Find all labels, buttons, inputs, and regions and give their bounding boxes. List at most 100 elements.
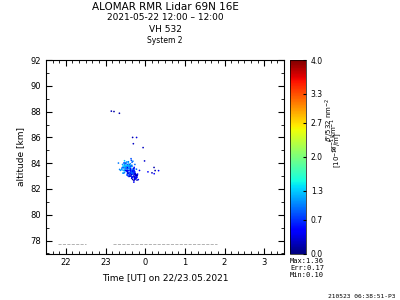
Point <box>124 169 130 174</box>
Point <box>128 176 135 181</box>
Point <box>126 174 133 179</box>
Point <box>128 172 134 177</box>
Point <box>122 160 128 165</box>
Point <box>128 164 134 169</box>
Text: $\beta$'/532 nm$^{-2}$: $\beta$'/532 nm$^{-2}$ <box>324 98 336 142</box>
Point <box>125 173 131 178</box>
X-axis label: Time [UT] on 22/23.05.2021: Time [UT] on 22/23.05.2021 <box>102 273 228 282</box>
Point <box>123 160 130 164</box>
Point <box>134 172 141 176</box>
Point <box>124 165 131 170</box>
Point <box>122 161 128 166</box>
Point <box>132 171 138 176</box>
Point <box>131 176 138 181</box>
Point <box>130 170 136 175</box>
Point <box>131 171 137 176</box>
Point <box>155 168 162 173</box>
Point <box>134 173 140 178</box>
Point <box>132 176 138 181</box>
Point <box>121 170 128 175</box>
Point <box>116 167 123 172</box>
Point <box>128 168 134 172</box>
Point <box>119 167 125 171</box>
Point <box>126 170 133 175</box>
Point <box>121 164 128 169</box>
Point <box>124 172 130 177</box>
Point <box>127 164 133 169</box>
Point <box>130 177 136 182</box>
Point <box>129 170 136 175</box>
Point <box>126 172 132 177</box>
Point <box>127 167 134 172</box>
Point <box>130 174 137 178</box>
Point <box>129 172 135 176</box>
Point <box>126 163 132 168</box>
Text: Max:1.36
Err:0.17
Min:0.10: Max:1.36 Err:0.17 Min:0.10 <box>290 258 324 278</box>
Point <box>131 178 137 183</box>
Point <box>124 172 130 176</box>
Point <box>134 178 140 182</box>
Point <box>129 169 136 173</box>
Text: sr$^{-1}$km$^{-1}$: sr$^{-1}$km$^{-1}$ <box>329 118 340 152</box>
Point <box>141 158 148 163</box>
Point <box>125 164 131 169</box>
Point <box>151 171 157 176</box>
Point <box>130 141 136 146</box>
Point <box>125 160 132 164</box>
Point <box>124 166 130 170</box>
Point <box>128 172 135 176</box>
Point <box>125 160 132 165</box>
Point <box>128 169 134 174</box>
Point <box>128 170 134 175</box>
Point <box>126 167 132 171</box>
Point <box>132 176 138 181</box>
Point <box>133 175 140 180</box>
Point <box>120 165 126 170</box>
Point <box>126 171 133 176</box>
Point <box>117 168 124 173</box>
Point <box>130 168 137 173</box>
Point <box>134 175 140 180</box>
Point <box>122 164 128 168</box>
Point <box>122 164 128 169</box>
Point <box>131 168 138 173</box>
Text: System 2: System 2 <box>147 36 183 45</box>
Point <box>132 169 138 174</box>
Point <box>131 172 137 177</box>
Point <box>128 158 134 163</box>
Point <box>125 159 132 164</box>
Point <box>122 168 128 173</box>
Point <box>132 176 139 181</box>
Point <box>128 164 134 168</box>
Point <box>132 162 138 167</box>
Point <box>130 159 136 164</box>
Point <box>133 173 139 178</box>
Point <box>131 167 138 171</box>
Point <box>130 169 136 174</box>
Point <box>119 162 126 167</box>
Point <box>126 166 133 170</box>
Point <box>125 171 132 176</box>
Point <box>126 162 132 167</box>
Point <box>149 170 155 175</box>
Point <box>127 167 133 171</box>
Point <box>122 166 128 170</box>
Point <box>125 171 131 176</box>
Point <box>129 171 135 176</box>
Point <box>132 173 138 178</box>
Text: [10$^{-10}$/m]: [10$^{-10}$/m] <box>331 132 344 168</box>
Point <box>108 109 114 113</box>
Point <box>131 180 137 184</box>
Point <box>111 109 117 114</box>
Point <box>124 162 131 167</box>
Point <box>129 163 135 168</box>
Point <box>122 166 129 170</box>
Point <box>152 168 158 173</box>
Point <box>124 169 130 174</box>
Point <box>127 171 134 176</box>
Point <box>121 160 127 165</box>
Point <box>118 167 125 172</box>
Point <box>130 172 136 176</box>
Point <box>120 171 126 176</box>
Point <box>136 168 143 173</box>
